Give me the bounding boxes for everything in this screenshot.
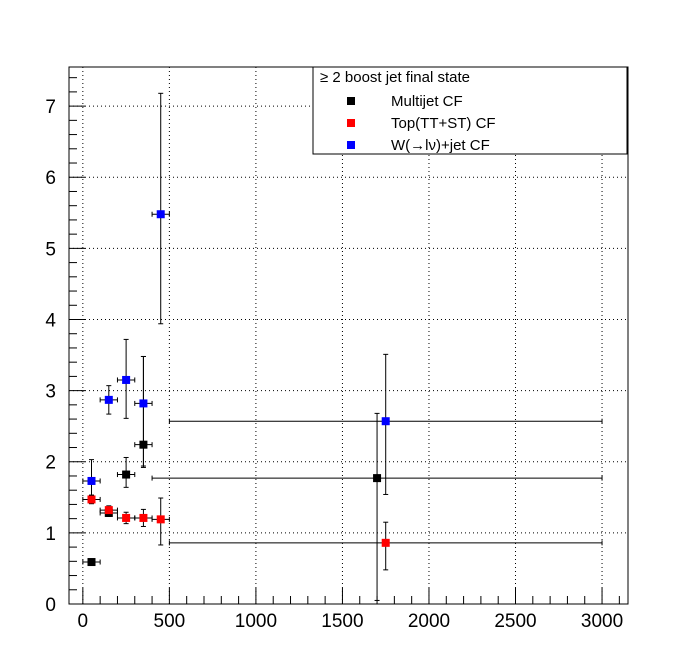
y-tick-label: 1	[45, 524, 56, 545]
legend-marker	[347, 141, 355, 149]
x-tick-label: 500	[154, 611, 186, 632]
data-point	[104, 506, 113, 515]
data-point	[87, 558, 96, 567]
legend-label: Multijet CF	[391, 93, 463, 110]
data-point	[122, 375, 131, 384]
y-tick-label: 0	[45, 595, 56, 616]
y-tick-label: 7	[45, 97, 56, 118]
x-tick-label: 1000	[235, 611, 277, 632]
data-point	[156, 210, 165, 219]
data-point	[139, 513, 148, 522]
data-point	[87, 476, 96, 485]
y-tick-label: 2	[45, 453, 56, 474]
y-tick-label: 5	[45, 239, 56, 260]
data-point	[381, 417, 390, 426]
legend-label: W(→lν)+jet CF	[391, 137, 490, 154]
y-tick-labels: 0 1 2 3 4 5 6 7	[45, 97, 56, 616]
data-point	[156, 515, 165, 524]
x-tick-label: 2000	[408, 611, 450, 632]
data-point	[104, 395, 113, 404]
x-tick-labels: 0 500 1000 1500 2000 2500 3000	[78, 611, 624, 632]
legend: ≥ 2 boost jet final state Multijet CF Top…	[312, 66, 628, 155]
y-tick-label: 4	[45, 310, 56, 331]
series-Top(TT+ST) CF	[82, 494, 603, 571]
data-point	[122, 513, 131, 522]
x-tick-label: 0	[78, 611, 89, 632]
grid	[69, 67, 628, 604]
x-tick-label: 3000	[581, 611, 623, 632]
x-tick-label: 1500	[321, 611, 363, 632]
legend-marker	[347, 119, 355, 127]
data-point	[87, 495, 96, 504]
data-point	[373, 474, 382, 483]
data-point	[381, 538, 390, 547]
legend-header: ≥ 2 boost jet final state	[320, 69, 470, 86]
data-points	[82, 92, 603, 601]
data-point	[122, 470, 131, 479]
y-tick-label: 6	[45, 168, 56, 189]
legend-box	[312, 66, 628, 155]
x-tick-label: 2500	[494, 611, 536, 632]
data-point	[139, 399, 148, 408]
series-W(→lν)+jet CF	[82, 92, 603, 496]
legend-label: Top(TT+ST) CF	[391, 115, 496, 132]
legend-marker	[347, 97, 355, 105]
y-tick-label: 3	[45, 382, 56, 403]
